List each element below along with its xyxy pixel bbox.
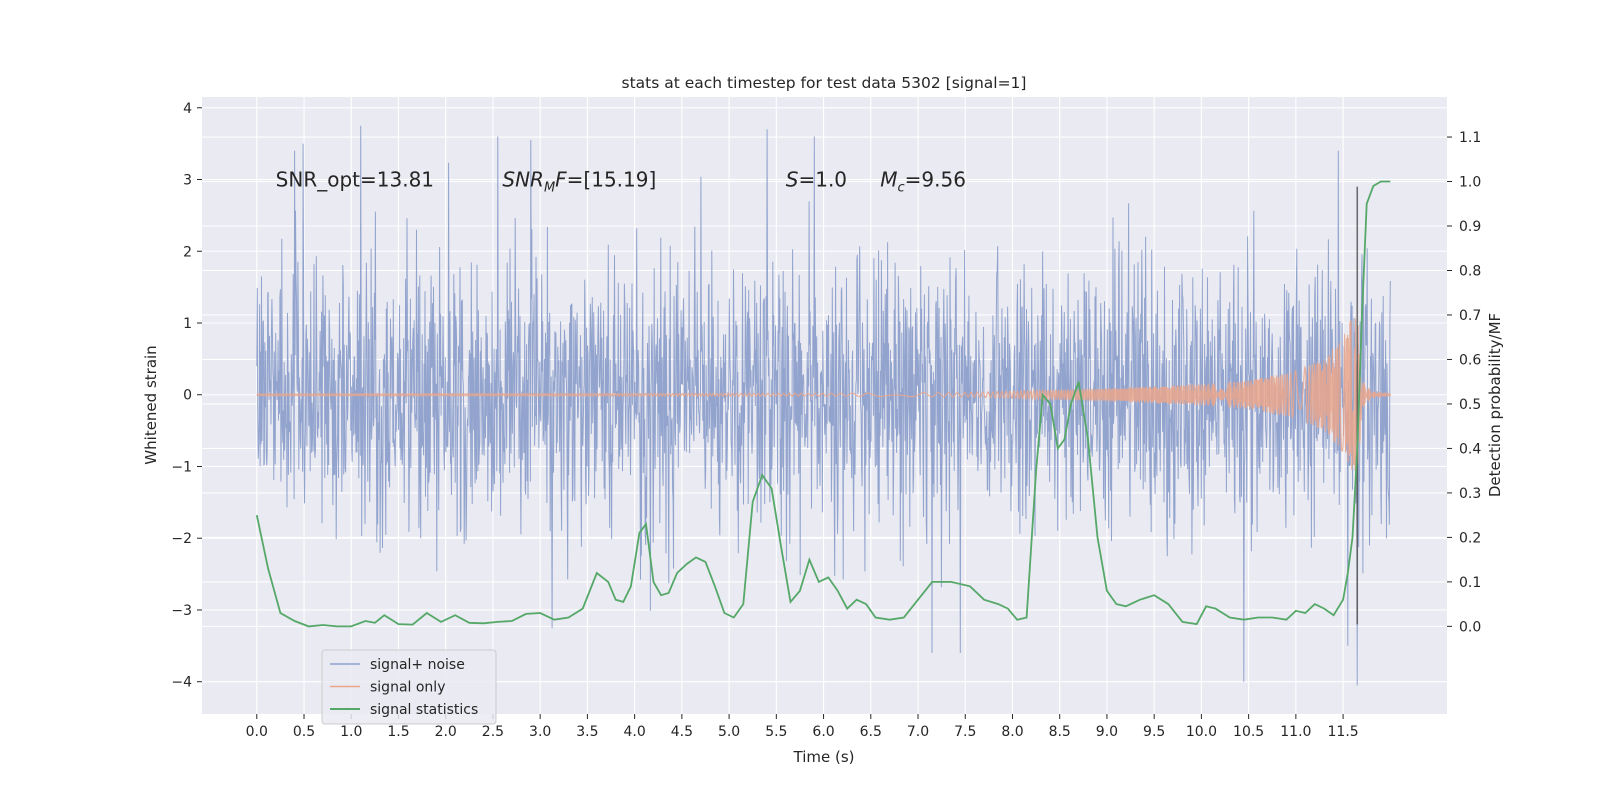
y2-tick-label: 0.0 <box>1459 619 1481 635</box>
y-axis-label: Whitened strain <box>142 345 160 464</box>
y2-tick-label: 0.9 <box>1459 219 1481 235</box>
x-tick-label: 0.0 <box>246 724 268 740</box>
y2-tick-label: 1.1 <box>1459 130 1481 146</box>
x-tick-label: 4.5 <box>671 724 693 740</box>
y-tick-label: −3 <box>171 603 192 619</box>
y2-tick-label: 0.4 <box>1459 441 1481 457</box>
y2-tick-label: 0.7 <box>1459 308 1481 324</box>
x-tick-label: 5.0 <box>718 724 740 740</box>
x-tick-label: 4.0 <box>623 724 645 740</box>
x-tick-label: 8.5 <box>1049 724 1071 740</box>
y2-tick-label: 1.0 <box>1459 175 1481 191</box>
y-tick-label: 0 <box>183 388 192 404</box>
signal-statistics-series <box>255 180 1391 628</box>
x-tick-label: 7.0 <box>907 724 929 740</box>
y2-tick-label: 0.5 <box>1459 397 1481 413</box>
y-tick-label: 2 <box>183 244 192 260</box>
y-tick-label: 1 <box>183 316 192 332</box>
x-tick-label: 3.0 <box>529 724 551 740</box>
x-tick-label: 11.5 <box>1328 724 1359 740</box>
signal-only-series <box>256 186 1391 625</box>
y-tick-label: 3 <box>183 173 192 189</box>
y-tick-label: −1 <box>171 459 192 475</box>
annotations: SNR_opt=13.81 SNRMF=[15.19] S=1.0 Mc=9.56 <box>276 168 966 196</box>
x-axis-label: Time (s) <box>793 748 855 766</box>
signal-noise-series <box>256 125 1391 686</box>
legend-label: signal+ noise <box>370 657 465 673</box>
x-tick-label: 1.5 <box>387 724 409 740</box>
x-tick-label: 6.0 <box>812 724 834 740</box>
annotation-text: SNR_opt=13.81 <box>276 168 434 192</box>
y-tick-label: 4 <box>183 101 192 117</box>
y-tick-label: −2 <box>171 531 192 547</box>
legend-label: signal statistics <box>370 702 478 718</box>
x-tick-label: 6.5 <box>860 724 882 740</box>
y2-tick-label: 0.1 <box>1459 575 1481 591</box>
y2-tick-label: 0.6 <box>1459 352 1481 368</box>
x-tick-label: 8.0 <box>1001 724 1023 740</box>
y2-axis-label: Detection probability/MF <box>1486 313 1504 497</box>
x-tick-label: 2.0 <box>435 724 457 740</box>
signal-only-line <box>256 318 1391 472</box>
y-tick-label: −4 <box>171 675 192 691</box>
axes: 0.0 0.5 1.0 1.5 2.0 2.5 3.0 3.5 4.0 4.5 5.0 5.5 6.0 6… <box>171 101 1481 740</box>
signal-statistics-line <box>255 180 1391 628</box>
x-tick-label: 9.5 <box>1143 724 1165 740</box>
x-tick-label: 1.0 <box>340 724 362 740</box>
chart-title: stats at each timestep for test data 530… <box>622 74 1027 92</box>
annotation-text: S=1.0 <box>786 168 847 192</box>
x-tick-label: 2.5 <box>482 724 504 740</box>
legend: signal+ noise signal only signal statistic… <box>321 649 497 725</box>
signal-noise-line <box>256 125 1391 686</box>
x-tick-label: 0.5 <box>293 724 315 740</box>
x-tick-label: 10.0 <box>1186 724 1217 740</box>
x-tick-label: 5.5 <box>765 724 787 740</box>
y2-tick-label: 0.8 <box>1459 263 1481 279</box>
x-tick-label: 11.0 <box>1280 724 1311 740</box>
x-tick-label: 9.0 <box>1096 724 1118 740</box>
y2-tick-label: 0.3 <box>1459 486 1481 502</box>
legend-box <box>321 649 497 725</box>
grid <box>202 97 1447 714</box>
annotation-text: SNRMF=[15.19] <box>502 168 656 196</box>
x-tick-label: 3.5 <box>576 724 598 740</box>
y2-tick-label: 0.2 <box>1459 530 1481 546</box>
annotation-text: Mc=9.56 <box>880 168 966 196</box>
legend-label: signal only <box>370 680 445 696</box>
x-tick-label: 10.5 <box>1233 724 1264 740</box>
x-tick-label: 7.5 <box>954 724 976 740</box>
